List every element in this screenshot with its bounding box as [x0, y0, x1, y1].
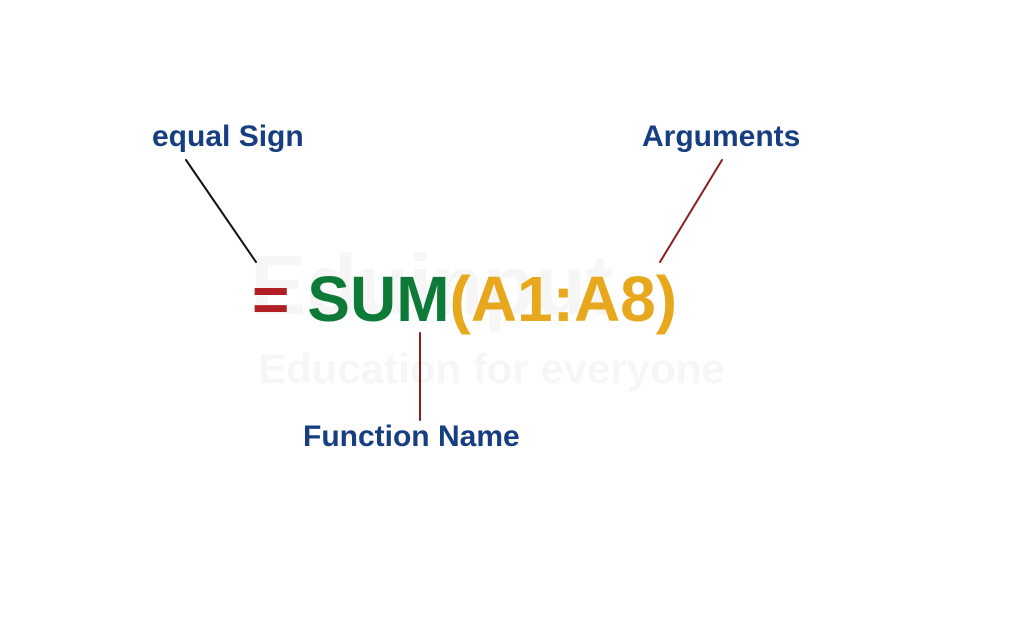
callout-line-equal [186, 160, 256, 262]
label-function-name: Function Name [303, 420, 520, 454]
formula-function-name: SUM [307, 262, 449, 336]
formula-equal-sign: = [252, 262, 289, 336]
label-arguments: Arguments [642, 120, 800, 154]
formula-arguments: (A1:A8) [450, 262, 678, 336]
callout-line-arguments [660, 160, 722, 262]
watermark-line-2: Education for everyone [258, 345, 725, 393]
formula-text: = SUM(A1:A8) [252, 262, 677, 336]
diagram-canvas: Eduinput Education for everyone equal Si… [0, 0, 1024, 630]
label-equal-sign: equal Sign [152, 120, 304, 154]
